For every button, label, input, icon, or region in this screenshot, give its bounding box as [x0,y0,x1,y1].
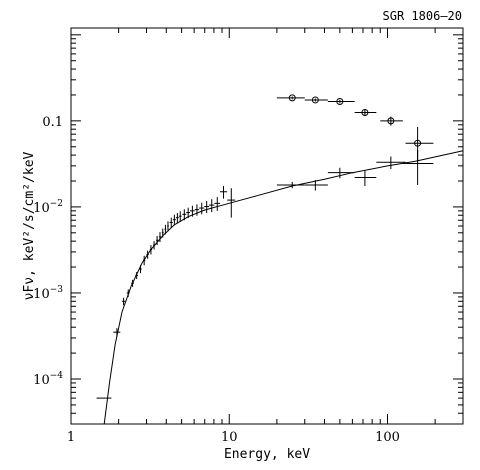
cross-data-point [376,156,406,170]
model-curve [103,150,464,425]
cross-data-point [220,185,228,199]
circle-marker [387,117,395,125]
cross-data-point [182,209,187,221]
cross-data-point [169,217,173,228]
y-tick-label: 10−4 [33,371,63,388]
x-tick-label: 1 [67,430,75,445]
circle-marker [288,94,296,102]
cross-data-point [175,212,179,224]
cross-data-point [156,235,159,246]
cross-data-point [209,199,215,213]
cross-data-point [354,170,377,186]
tick-labels: 1 10 100 10−4 10−3 10−2 0.1 [33,115,400,445]
x-tick-label: 10 [221,430,238,445]
cross-data-point [199,202,205,215]
circle-data-point [327,97,355,105]
cross-data-point [194,204,200,216]
x-axis-label: Energy, keV [224,447,310,462]
data-marks [96,94,464,425]
x-tick-label: 100 [375,430,400,445]
cross-data-point [178,211,182,222]
circle-marker [336,97,344,105]
y-tick-label: 0.1 [42,115,63,130]
cross-data-point [204,201,210,213]
cross-data-point [304,180,328,191]
cross-data-point [214,197,221,211]
axis-ticks [70,28,464,425]
circle-data-point [380,116,403,126]
plot-frame [70,27,464,425]
y-axis-label: νFν, keV²/s/cm²/keV [22,151,37,300]
cross-data-point [121,297,126,306]
cross-data-point [172,214,176,226]
chart-title: SGR 1806–20 [383,9,462,23]
circle-marker [414,139,422,147]
circle-data-point [354,109,377,117]
cross-data-point [159,232,161,243]
y-tick-label: 10−3 [33,285,63,302]
circle-data-point [276,94,305,102]
circle-marker [361,109,369,117]
cross-data-point [276,181,305,189]
y-tick-label: 10−2 [33,199,63,216]
circle-data-point [304,96,328,104]
circle-data-point [405,126,434,163]
cross-data-point [167,221,169,232]
cross-data-point [327,167,355,179]
circle-marker [311,96,319,104]
